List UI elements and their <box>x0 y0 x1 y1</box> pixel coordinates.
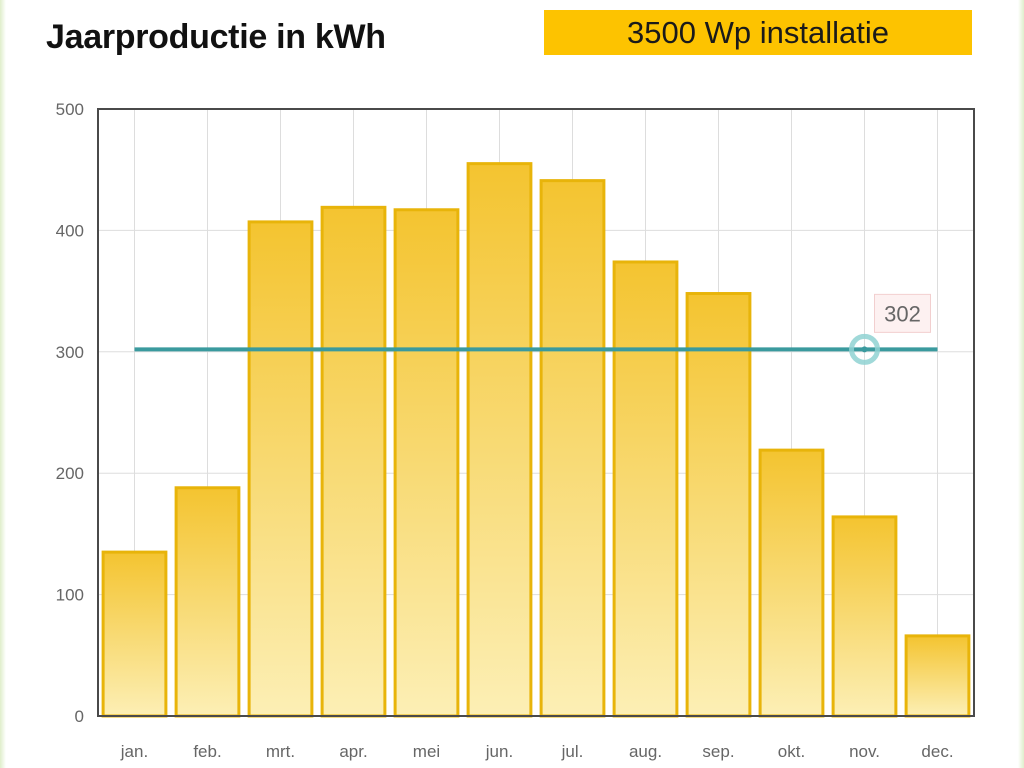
bar-sep[interactable] <box>685 292 752 718</box>
x-tick-label: nov. <box>849 742 880 761</box>
plot-frame <box>97 108 975 717</box>
x-tick-label: jun. <box>485 742 513 761</box>
average-tooltip <box>874 293 931 333</box>
y-tick-label: 200 <box>56 464 84 483</box>
x-tick-label: okt. <box>778 742 805 761</box>
x-tick-label: jan. <box>120 742 148 761</box>
bar-jun[interactable] <box>466 162 533 718</box>
reference-series: 302 <box>134 293 938 365</box>
installation-badge: 3500 Wp installatie <box>544 10 972 55</box>
y-axis-ticks: 0 100 200 300 400 500 <box>56 100 84 726</box>
x-tick-label: apr. <box>339 742 367 761</box>
bar-dec[interactable] <box>904 634 971 718</box>
y-tick-label: 100 <box>56 586 84 605</box>
bar-okt[interactable] <box>758 448 825 718</box>
left-edge-decoration <box>0 0 6 768</box>
plot-border <box>97 108 975 717</box>
average-marker-dot <box>861 346 868 353</box>
x-tick-label: feb. <box>193 742 221 761</box>
bar-mei[interactable] <box>393 208 460 718</box>
y-tick-label: 300 <box>56 343 84 362</box>
bar-apr[interactable] <box>320 205 387 718</box>
y-tick-label: 0 <box>75 707 84 726</box>
y-tick-label: 500 <box>56 100 84 119</box>
chart-title: Jaarproductie in kWh <box>46 18 386 56</box>
bars <box>101 162 971 718</box>
x-axis-ticks: jan. feb. mrt. apr. mei jun. jul. aug. sep. okt. n… <box>120 742 954 761</box>
x-tick-label: aug. <box>629 742 662 761</box>
bar-mrt[interactable] <box>247 220 314 718</box>
average-marker[interactable] <box>849 333 880 365</box>
x-tick-label: jul. <box>561 742 584 761</box>
x-tick-label: mrt. <box>266 742 295 761</box>
bar-aug[interactable] <box>612 260 679 718</box>
average-tooltip-label: 302 <box>884 301 921 326</box>
bar-feb[interactable] <box>174 486 241 718</box>
x-tick-label: dec. <box>921 742 953 761</box>
x-tick-label: sep. <box>702 742 734 761</box>
bar-jan[interactable] <box>101 550 168 718</box>
bar-jul[interactable] <box>539 179 606 718</box>
right-edge-decoration <box>1018 0 1024 768</box>
x-tick-label: mei <box>413 742 440 761</box>
y-tick-label: 400 <box>56 221 84 240</box>
bar-nov[interactable] <box>831 515 898 718</box>
